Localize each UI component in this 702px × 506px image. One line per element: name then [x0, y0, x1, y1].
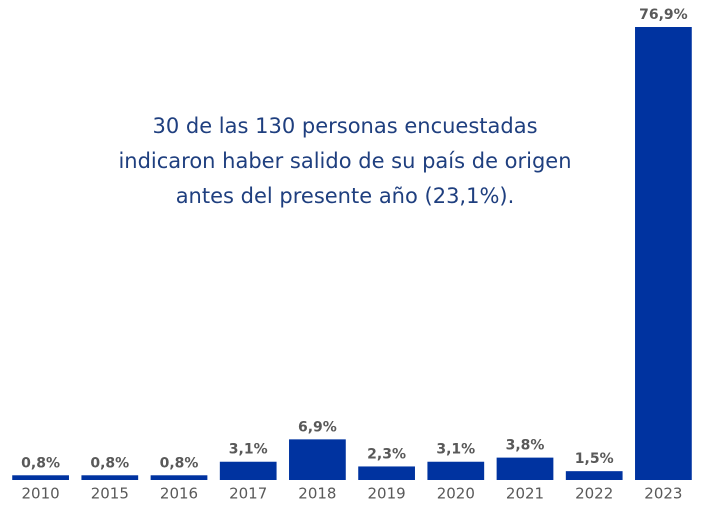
value-label: 3,1% — [436, 442, 475, 458]
x-tick-label: 2020 — [437, 485, 475, 503]
bar — [358, 466, 415, 480]
value-label: 0,8% — [160, 455, 199, 471]
x-tick-label: 2018 — [298, 485, 336, 503]
bar — [81, 475, 139, 480]
value-label: 1,5% — [575, 451, 614, 467]
x-tick-label: 2017 — [229, 485, 267, 503]
x-tick-label: 2015 — [91, 485, 129, 503]
annotation: antes del presente año (23,1%). — [176, 184, 515, 208]
value-label: 0,8% — [21, 455, 60, 471]
value-label: 3,1% — [229, 442, 268, 458]
bar — [150, 475, 208, 480]
bar — [427, 461, 485, 480]
x-tick-label: 2023 — [644, 485, 682, 503]
value-label: 3,8% — [506, 438, 545, 454]
annotation: 30 de las 130 personas encuestadas — [152, 114, 537, 138]
x-tick-label: 2021 — [506, 485, 544, 503]
annotation: indicaron haber salido de su país de ori… — [118, 149, 571, 173]
value-label: 76,9% — [639, 7, 688, 23]
bar — [565, 471, 623, 480]
x-tick-label: 2022 — [575, 485, 613, 503]
bar — [219, 461, 277, 480]
x-tick-label: 2016 — [160, 485, 198, 503]
x-tick-label: 2010 — [22, 485, 60, 503]
bar — [289, 439, 346, 480]
bar — [496, 457, 554, 480]
value-label: 2,3% — [367, 446, 406, 462]
value-label: 6,9% — [298, 419, 337, 435]
value-label: 0,8% — [90, 455, 129, 471]
bar — [635, 27, 692, 480]
x-tick-label: 2019 — [368, 485, 406, 503]
bar — [12, 475, 69, 480]
